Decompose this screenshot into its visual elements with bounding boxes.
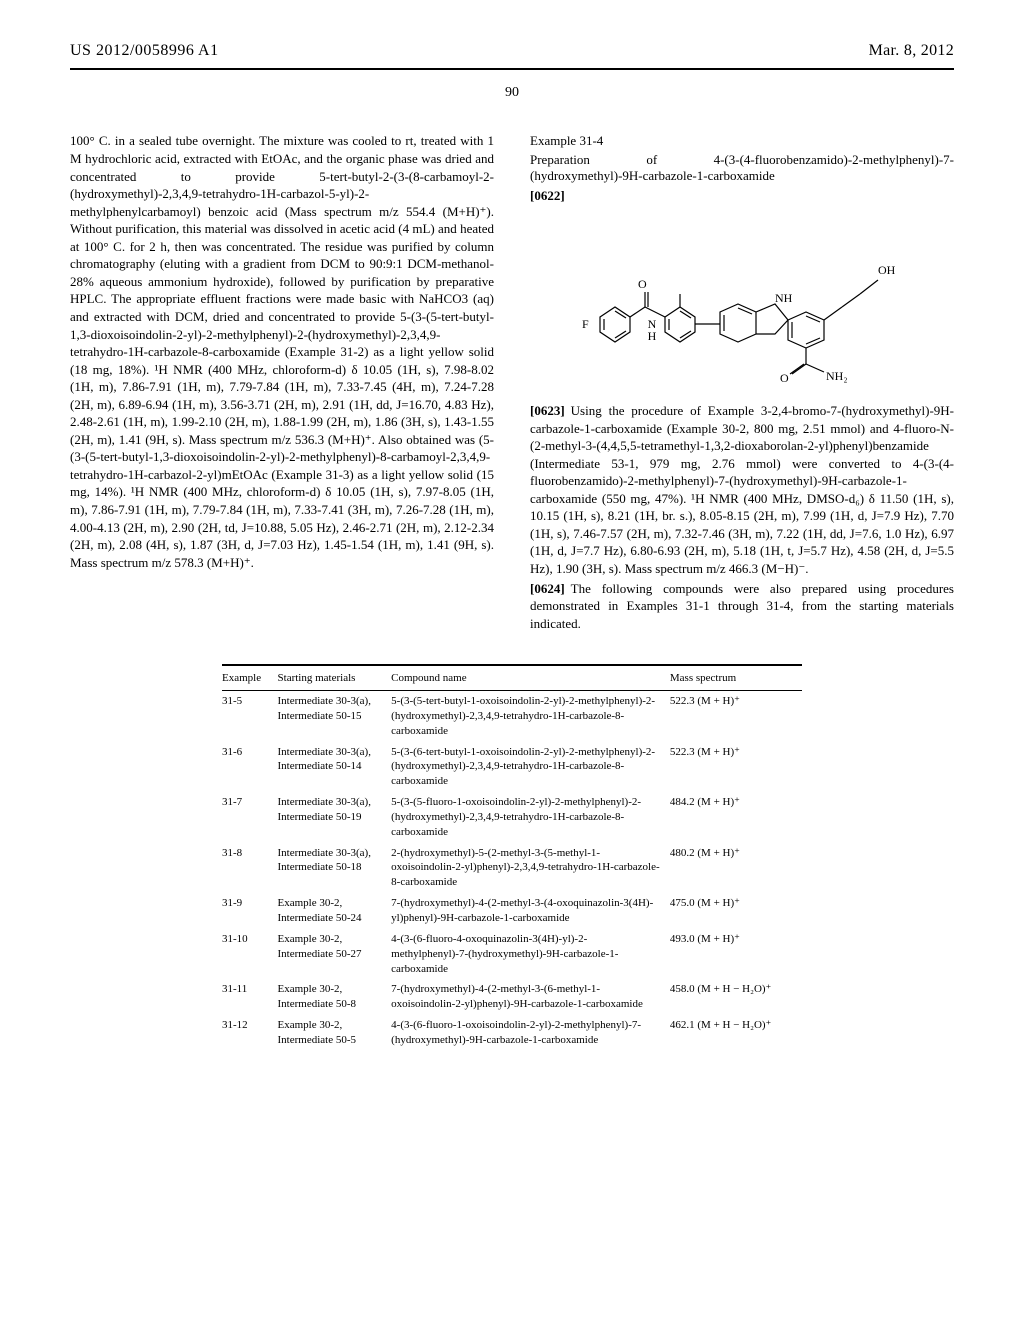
table-cell: Example 30-2, Intermediate 50-5 bbox=[278, 1015, 392, 1051]
paragraph-0624-text: The following compounds were also prepar… bbox=[530, 581, 954, 631]
th-example: Example bbox=[222, 665, 278, 690]
paragraph-0623: [0623]Using the procedure of Example 3-2… bbox=[530, 402, 954, 577]
table-cell: 31-5 bbox=[222, 691, 278, 742]
example-title: Preparation of 4-(3-(4-fluorobenzamido)-… bbox=[530, 152, 954, 185]
table-cell: 31-7 bbox=[222, 792, 278, 843]
table-cell: 462.1 (M + H − H₂O)⁺ bbox=[670, 1015, 802, 1051]
label-oh: OH bbox=[878, 263, 896, 277]
publication-date: Mar. 8, 2012 bbox=[869, 40, 954, 62]
paragraph-num-0624: [0624] bbox=[530, 581, 565, 596]
table-cell: Intermediate 30-3(a), Intermediate 50-14 bbox=[278, 742, 392, 793]
table-cell: 7-(hydroxymethyl)-4-(2-methyl-3-(6-methy… bbox=[391, 979, 670, 1015]
table-row: 31-12Example 30-2, Intermediate 50-54-(3… bbox=[222, 1015, 802, 1051]
table-cell: 31-8 bbox=[222, 843, 278, 894]
table-cell: 475.0 (M + H)⁺ bbox=[670, 893, 802, 929]
table-row: 31-7Intermediate 30-3(a), Intermediate 5… bbox=[222, 792, 802, 843]
table-cell: 31-6 bbox=[222, 742, 278, 793]
label-o2: O bbox=[780, 371, 789, 385]
table-cell: 458.0 (M + H − H₂O)⁺ bbox=[670, 979, 802, 1015]
compound-table: Example Starting materials Compound name… bbox=[222, 664, 802, 1051]
table-cell: Example 30-2, Intermediate 50-8 bbox=[278, 979, 392, 1015]
right-column: Example 31-4 Preparation of 4-(3-(4-fluo… bbox=[530, 132, 954, 634]
table-cell: 522.3 (M + H)⁺ bbox=[670, 691, 802, 742]
label-f: F bbox=[582, 317, 589, 331]
table-cell: Intermediate 30-3(a), Intermediate 50-18 bbox=[278, 843, 392, 894]
paragraph-0623-text: Using the procedure of Example 3-2,4-bro… bbox=[530, 403, 954, 576]
label-nh2: NH₂ bbox=[826, 369, 848, 383]
paragraph-num-0623: [0623] bbox=[530, 403, 565, 418]
th-name: Compound name bbox=[391, 665, 670, 690]
table-cell: 2-(hydroxymethyl)-5-(2-methyl-3-(5-methy… bbox=[391, 843, 670, 894]
table-cell: 484.2 (M + H)⁺ bbox=[670, 792, 802, 843]
table-cell: Example 30-2, Intermediate 50-27 bbox=[278, 929, 392, 980]
table-cell: 5-(3-(6-tert-butyl-1-oxoisoindolin-2-yl)… bbox=[391, 742, 670, 793]
table-row: 31-11Example 30-2, Intermediate 50-87-(h… bbox=[222, 979, 802, 1015]
table-cell: 31-10 bbox=[222, 929, 278, 980]
label-o1: O bbox=[638, 277, 647, 291]
structure-svg: OH O NH N H F NH₂ O bbox=[580, 212, 910, 392]
table-row: 31-9Example 30-2, Intermediate 50-247-(h… bbox=[222, 893, 802, 929]
table-cell: 7-(hydroxymethyl)-4-(2-methyl-3-(4-oxoqu… bbox=[391, 893, 670, 929]
table-cell: 4-(3-(6-fluoro-1-oxoisoindolin-2-yl)-2-m… bbox=[391, 1015, 670, 1051]
table-cell: 480.2 (M + H)⁺ bbox=[670, 843, 802, 894]
header-rule bbox=[70, 68, 954, 70]
left-column: 100° C. in a sealed tube overnight. The … bbox=[70, 132, 494, 634]
table-cell: 31-9 bbox=[222, 893, 278, 929]
label-nh-top: NH bbox=[775, 291, 793, 305]
th-mass: Mass spectrum bbox=[670, 665, 802, 690]
table-cell: 31-12 bbox=[222, 1015, 278, 1051]
table-row: 31-6Intermediate 30-3(a), Intermediate 5… bbox=[222, 742, 802, 793]
publication-number: US 2012/0058996 A1 bbox=[70, 40, 219, 62]
page-number: 90 bbox=[70, 84, 954, 103]
table-cell: 4-(3-(6-fluoro-4-oxoquinazolin-3(4H)-yl)… bbox=[391, 929, 670, 980]
chemical-structure: OH O NH N H F NH₂ O bbox=[530, 212, 954, 392]
table-row: 31-8Intermediate 30-3(a), Intermediate 5… bbox=[222, 843, 802, 894]
table-row: 31-5Intermediate 30-3(a), Intermediate 5… bbox=[222, 691, 802, 742]
table-row: 31-10Example 30-2, Intermediate 50-274-(… bbox=[222, 929, 802, 980]
label-h: H bbox=[648, 329, 657, 343]
left-body-text: 100° C. in a sealed tube overnight. The … bbox=[70, 132, 494, 571]
table-cell: 493.0 (M + H)⁺ bbox=[670, 929, 802, 980]
paragraph-0624: [0624]The following compounds were also … bbox=[530, 580, 954, 633]
table-cell: Intermediate 30-3(a), Intermediate 50-15 bbox=[278, 691, 392, 742]
example-label: Example 31-4 bbox=[530, 132, 954, 150]
th-starting: Starting materials bbox=[278, 665, 392, 690]
table-cell: 5-(3-(5-fluoro-1-oxoisoindolin-2-yl)-2-m… bbox=[391, 792, 670, 843]
table-cell: 31-11 bbox=[222, 979, 278, 1015]
paragraph-num-0622: [0622] bbox=[530, 188, 565, 203]
table-cell: Intermediate 30-3(a), Intermediate 50-19 bbox=[278, 792, 392, 843]
table-cell: 522.3 (M + H)⁺ bbox=[670, 742, 802, 793]
table-cell: 5-(3-(5-tert-butyl-1-oxoisoindolin-2-yl)… bbox=[391, 691, 670, 742]
table-cell: Example 30-2, Intermediate 50-24 bbox=[278, 893, 392, 929]
